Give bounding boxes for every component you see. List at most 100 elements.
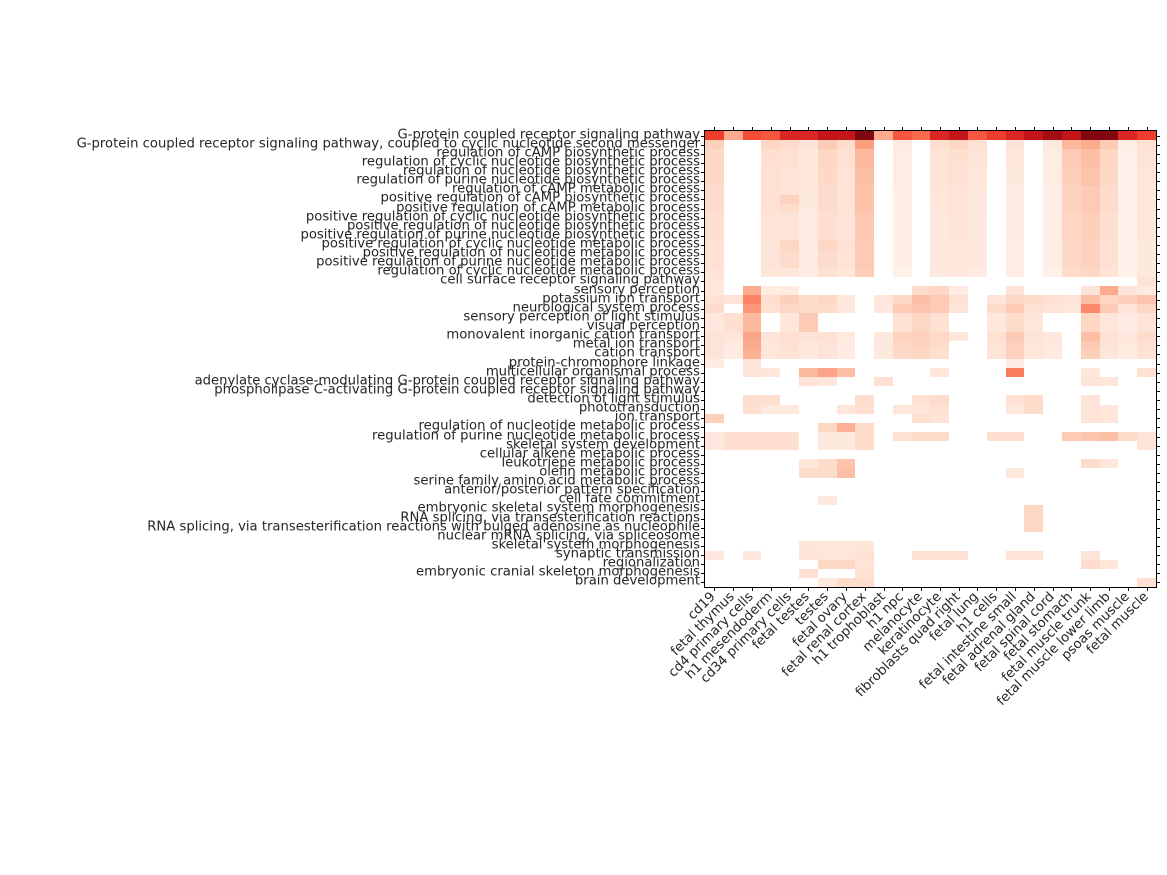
- heatmap-cell: [1137, 377, 1156, 387]
- heatmap-cell: [874, 504, 893, 515]
- heatmap-cell: [1024, 258, 1044, 268]
- y-axis-tick: [1156, 436, 1160, 438]
- heatmap-cell: [705, 358, 724, 369]
- heatmap-cell: [723, 222, 743, 232]
- heatmap-cell: [1118, 158, 1138, 168]
- heatmap-cell: [968, 368, 987, 378]
- heatmap-cell: [1118, 450, 1138, 460]
- heatmap-cell: [855, 203, 875, 214]
- heatmap-cell: [761, 131, 781, 141]
- heatmap-cell: [798, 313, 818, 323]
- y-axis-tick: [701, 144, 705, 146]
- y-axis-tick: [701, 153, 705, 155]
- heatmap-cell: [798, 441, 818, 451]
- heatmap-cell: [1062, 431, 1081, 442]
- heatmap-cell: [723, 185, 743, 195]
- y-axis-tick: [1156, 482, 1160, 484]
- heatmap-cell: [817, 176, 837, 186]
- heatmap-cell: [1099, 258, 1119, 268]
- heatmap-cell: [986, 441, 1006, 451]
- heatmap-cell: [817, 477, 837, 487]
- heatmap-cell: [1080, 276, 1100, 287]
- row-label: potassium ion transport: [542, 291, 700, 307]
- heatmap-cell: [968, 322, 987, 332]
- heatmap-cell: [1099, 422, 1119, 432]
- heatmap-cell: [1043, 504, 1063, 515]
- heatmap-cell: [986, 568, 1006, 578]
- heatmap-cell: [723, 386, 743, 396]
- heatmap-cell: [968, 313, 987, 323]
- heatmap-cell: [761, 541, 781, 551]
- y-axis-tick: [701, 500, 705, 502]
- heatmap-cell: [742, 559, 762, 569]
- x-axis-tick: [977, 127, 979, 131]
- heatmap-cell: [930, 450, 950, 460]
- heatmap-cell: [1024, 541, 1044, 551]
- heatmap-cell: [761, 514, 781, 524]
- heatmap-cell: [949, 131, 969, 141]
- heatmap-cell: [742, 486, 762, 496]
- heatmap-cell: [1137, 523, 1156, 533]
- heatmap-cell: [780, 577, 799, 587]
- heatmap-cell: [1062, 340, 1081, 350]
- heatmap-cell: [761, 176, 781, 186]
- heatmap-cell: [949, 577, 969, 587]
- heatmap-cell: [817, 249, 837, 259]
- y-axis-tick: [701, 290, 705, 292]
- heatmap-cell: [1099, 395, 1119, 405]
- heatmap-cell: [930, 158, 950, 168]
- heatmap-cell: [836, 523, 856, 533]
- heatmap-cell: [1024, 477, 1044, 487]
- heatmap-cell: [1062, 158, 1081, 168]
- heatmap-cell: [780, 504, 799, 515]
- heatmap-cell: [1043, 568, 1063, 578]
- heatmap-cell: [723, 203, 743, 214]
- heatmap-cell: [742, 313, 762, 323]
- y-axis-tick: [701, 409, 705, 411]
- heatmap-cell: [836, 176, 856, 186]
- heatmap-cell: [836, 504, 856, 515]
- heatmap-cell: [1062, 176, 1081, 186]
- heatmap-cell: [986, 267, 1006, 277]
- heatmap-cell: [986, 249, 1006, 259]
- heatmap-cell: [1043, 286, 1063, 296]
- heatmap-cell: [836, 194, 856, 204]
- heatmap-cell: [1137, 550, 1156, 560]
- heatmap-cell: [761, 523, 781, 533]
- heatmap-cell: [986, 450, 1006, 460]
- heatmap-cell: [911, 514, 931, 524]
- heatmap-cell: [836, 222, 856, 232]
- heatmap-cell: [723, 377, 743, 387]
- heatmap-cell: [874, 231, 893, 241]
- heatmap-cell: [1062, 140, 1081, 150]
- heatmap-cell: [836, 577, 856, 587]
- heatmap-cell: [892, 158, 912, 168]
- heatmap-cell: [1062, 541, 1081, 551]
- heatmap-cell: [1024, 377, 1044, 387]
- heatmap-cell: [968, 231, 987, 241]
- heatmap-cell: [949, 304, 969, 314]
- heatmap-cell: [761, 550, 781, 560]
- heatmap-cell: [817, 331, 837, 341]
- heatmap-cell: [1024, 131, 1044, 141]
- heatmap-cell: [874, 267, 893, 277]
- heatmap-cell: [761, 404, 781, 414]
- heatmap-cell: [705, 523, 724, 533]
- heatmap-cell: [723, 331, 743, 341]
- heatmap-cell: [761, 568, 781, 578]
- y-axis-tick: [1156, 299, 1160, 301]
- heatmap-cell: [742, 194, 762, 204]
- heatmap-cell: [874, 240, 893, 250]
- heatmap-cell: [930, 431, 950, 442]
- heatmap-cell: [780, 194, 799, 204]
- heatmap-cell: [1062, 194, 1081, 204]
- heatmap-cell: [1043, 441, 1063, 451]
- heatmap-cell: [949, 167, 969, 177]
- heatmap-cell: [1137, 514, 1156, 524]
- heatmap-cell: [874, 404, 893, 414]
- heatmap-cell: [930, 231, 950, 241]
- heatmap-cell: [742, 413, 762, 423]
- heatmap-cell: [1024, 468, 1044, 478]
- y-axis-tick: [1156, 500, 1160, 502]
- heatmap-cell: [761, 368, 781, 378]
